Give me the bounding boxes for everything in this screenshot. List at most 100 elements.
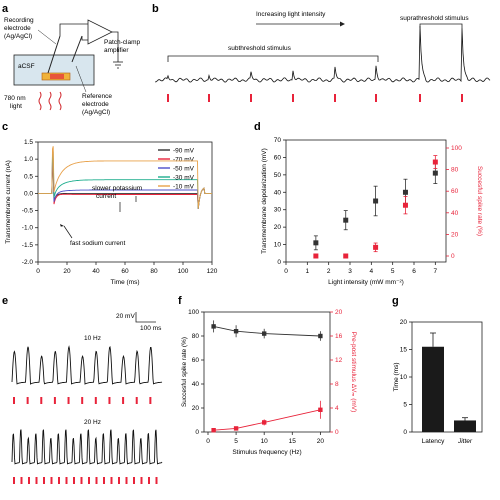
y-tick-label: 40 bbox=[192, 381, 200, 388]
panel-b-letter: b bbox=[152, 3, 159, 15]
current-trace bbox=[38, 163, 212, 209]
x-tick-label: 6 bbox=[412, 268, 416, 275]
x-tick-label: 3 bbox=[348, 268, 352, 275]
y2-tick-label: 40 bbox=[451, 210, 459, 217]
y2-tick-label: 4 bbox=[335, 405, 339, 412]
bar bbox=[422, 346, 444, 432]
y-tick-label: 0.5 bbox=[24, 173, 33, 180]
data-point bbox=[233, 329, 239, 334]
stimulus-marker bbox=[65, 477, 68, 484]
x-axis-label: Light intensity (mW mm⁻²) bbox=[328, 279, 404, 286]
acsf-dish bbox=[13, 54, 95, 86]
light-wave-icons bbox=[38, 91, 62, 111]
y-tick-label: 100 bbox=[188, 309, 199, 316]
y-tick-label: 1.5 bbox=[24, 139, 33, 146]
y-tick-label: 0 bbox=[403, 429, 407, 436]
data-point bbox=[343, 253, 349, 259]
legend-entry: -10 mV bbox=[173, 184, 195, 191]
y-tick-label: 70 bbox=[274, 137, 282, 144]
stimulus-markers-20hz bbox=[13, 477, 158, 484]
data-point bbox=[343, 217, 349, 223]
category-label: Jitter bbox=[457, 438, 473, 445]
series-line bbox=[213, 409, 321, 431]
x-tick-label: 0 bbox=[284, 268, 288, 275]
y-tick-label: 20 bbox=[192, 405, 200, 412]
reference-electrode-label: Reference electrode (Ag/AgCl) bbox=[82, 93, 114, 116]
stimulus-marker bbox=[67, 397, 70, 404]
annotation-arrowhead bbox=[60, 224, 64, 227]
y2-tick-label: 16 bbox=[335, 333, 343, 340]
y2-tick-label: 8 bbox=[335, 381, 339, 388]
y2-tick-label: 20 bbox=[451, 231, 459, 238]
current-trace bbox=[38, 158, 212, 209]
y2-tick-label: 12 bbox=[335, 357, 343, 364]
data-point bbox=[318, 333, 323, 339]
y-tick-label: 5 bbox=[403, 402, 407, 409]
y-tick-label: 30 bbox=[274, 207, 282, 214]
x-tick-label: 120 bbox=[207, 268, 218, 275]
stimulus-marker bbox=[13, 477, 15, 484]
annotation-line bbox=[63, 225, 73, 239]
wire-reference bbox=[81, 36, 88, 41]
panel-g: g 0 5 10 15 20 Time (ms) Latency Jitter bbox=[392, 295, 483, 445]
stimulus-marker bbox=[140, 477, 143, 484]
trace-10hz bbox=[11, 345, 163, 385]
recording-electrode-label: Recording electrode (Ag/AgCl) bbox=[4, 17, 35, 40]
stimulus-marker bbox=[94, 397, 97, 404]
tissue-core bbox=[50, 74, 64, 79]
x-tick-label: 80 bbox=[150, 268, 158, 275]
panel-d: d 0 1 2 3 4 5 6 7010203040506070020406080100Lig… bbox=[254, 121, 483, 286]
y2-tick-label: 100 bbox=[451, 145, 462, 152]
data-point bbox=[313, 240, 319, 246]
x-tick-label: 0 bbox=[206, 438, 210, 445]
data-point bbox=[318, 407, 323, 412]
y-tick-label: 10 bbox=[274, 242, 282, 249]
stimulus-marker bbox=[461, 94, 463, 102]
x-tick-label: 2 bbox=[327, 268, 331, 275]
y-tick-label: 80 bbox=[192, 333, 200, 340]
data-point bbox=[373, 244, 379, 250]
series-line bbox=[213, 325, 321, 337]
stimulus-marker bbox=[133, 477, 135, 484]
plot-frame bbox=[285, 139, 447, 263]
stimulus-marker bbox=[135, 397, 138, 404]
x-tick-label: 60 bbox=[121, 268, 129, 275]
stimulus-marker bbox=[208, 94, 210, 102]
legend-entry: -50 mV bbox=[173, 166, 195, 173]
stimulus-marker bbox=[334, 94, 336, 102]
stimulus-marker bbox=[50, 477, 53, 484]
stimulus-marker bbox=[20, 477, 23, 484]
data-point bbox=[261, 331, 267, 336]
y-tick-label: 0.0 bbox=[24, 190, 33, 197]
stimulus-marker bbox=[80, 477, 83, 484]
stimulus-markers bbox=[167, 94, 463, 102]
stimulus-markers-10hz bbox=[13, 397, 152, 404]
y2-axis-label: Succesful spike rate (%) bbox=[476, 166, 483, 236]
reference-electrode bbox=[71, 35, 83, 63]
y-tick-label: 20 bbox=[400, 319, 408, 326]
panel-a-letter: a bbox=[2, 3, 9, 15]
stimulus-marker bbox=[148, 477, 150, 484]
y-tick-label: 1.0 bbox=[24, 156, 33, 163]
x-axis-label: Stimulus frequency (Hz) bbox=[232, 449, 301, 456]
y-tick-label: 15 bbox=[400, 347, 408, 354]
suprathreshold-label: suprathreshold stimulus bbox=[400, 15, 469, 22]
bar bbox=[454, 420, 476, 432]
y2-tick-label: 0 bbox=[451, 253, 455, 260]
y-tick-label: -1.0 bbox=[22, 225, 34, 232]
y-tick-label: 10 bbox=[400, 374, 408, 381]
stimulus-marker bbox=[250, 94, 252, 102]
subthreshold-label: subthreshold stimulus bbox=[228, 45, 292, 52]
stimulus-marker bbox=[35, 477, 38, 484]
scale-bar bbox=[135, 312, 156, 323]
scale-ms-label: 100 ms bbox=[140, 325, 162, 332]
stimulus-marker bbox=[155, 477, 158, 484]
y-tick-label: 60 bbox=[192, 357, 200, 364]
stimulus-marker bbox=[53, 397, 56, 404]
stimulus-marker bbox=[43, 477, 45, 484]
data-point bbox=[211, 324, 216, 329]
stimulus-marker bbox=[88, 477, 90, 484]
plot-frame bbox=[203, 311, 331, 433]
stimulus-marker bbox=[122, 397, 125, 404]
stimulus-marker bbox=[26, 397, 29, 404]
